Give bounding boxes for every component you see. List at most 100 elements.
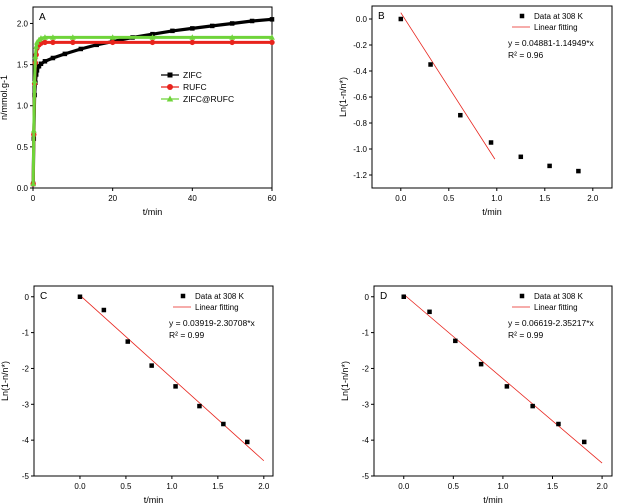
- data-point: [398, 16, 404, 22]
- panel-b: 0.0 0.5 1.0 1.5 2.0 0.0 -0.2 -0.4 -0.6 -0.8 -1.0 -1…: [338, 5, 613, 217]
- data-point: [49, 34, 56, 40]
- legend-label: Data at 308 K: [195, 292, 245, 301]
- legend-label: RUFC: [183, 82, 207, 92]
- y-tick-label: -0.8: [353, 119, 367, 128]
- panel-letter: A: [39, 12, 46, 23]
- data-point: [31, 77, 38, 84]
- data-point: [518, 154, 524, 160]
- x-tick-label: 60: [268, 194, 277, 203]
- data-point: [504, 384, 510, 389]
- y-tick-label: -2: [22, 364, 30, 373]
- r-squared: R² = 0.96: [508, 50, 543, 60]
- y-tick-label: 0: [365, 293, 370, 302]
- data-point: [401, 294, 406, 300]
- panel-letter: D: [380, 291, 387, 302]
- data-point: [229, 34, 236, 40]
- x-axis-label: t/min: [143, 207, 163, 217]
- data-point: [69, 34, 76, 40]
- y-tick-label: -1: [362, 329, 370, 338]
- y-tick-label: -3: [22, 400, 30, 409]
- fit-line: [403, 294, 603, 464]
- r-squared: R² = 0.99: [169, 330, 204, 340]
- data-point: [101, 307, 107, 313]
- y-tick-label: -1.0: [353, 145, 367, 154]
- y-tick-label: 1.0: [17, 102, 29, 111]
- data-point: [427, 309, 432, 315]
- y-tick-label: 0.5: [17, 143, 29, 152]
- data-point: [189, 39, 196, 46]
- data-point: [197, 403, 202, 409]
- x-tick-label: 0.5: [120, 482, 132, 491]
- data-point: [488, 140, 494, 145]
- data-point: [125, 339, 131, 344]
- legend-label: Data at 308 K: [534, 12, 584, 21]
- x-tick-label: 20: [108, 194, 117, 203]
- data-point: [38, 61, 44, 67]
- y-tick-label: -0.4: [353, 67, 367, 76]
- data-point: [453, 338, 458, 344]
- data-point: [34, 68, 40, 73]
- x-axis-label: t/min: [144, 495, 164, 504]
- data-point: [170, 28, 175, 34]
- x-tick-label: 0.5: [448, 482, 460, 491]
- x-tick-label: 1.0: [497, 482, 509, 491]
- plot-frame: [33, 285, 274, 477]
- data-point: [42, 39, 48, 46]
- y-tick-label: -5: [22, 472, 30, 481]
- data-point: [30, 127, 37, 133]
- data-point: [30, 180, 37, 187]
- data-point: [42, 34, 48, 40]
- panel-a: 0 20 40 60 0.0 0.5 1.0 1.5 2.0 t/min n/mmol.g-1 A ZI…: [0, 6, 277, 217]
- data-point: [36, 63, 42, 69]
- y-tick-label: 0.0: [17, 184, 29, 193]
- y-axis-label: Ln(1-n/n*): [338, 77, 348, 117]
- y-axis-label: Ln(1-n/n*): [340, 361, 350, 401]
- x-tick-label: 1.5: [212, 482, 224, 491]
- data-point: [269, 34, 275, 40]
- data-point: [149, 363, 154, 368]
- y-tick-label: -1: [22, 329, 30, 338]
- x-tick-label: 0.0: [398, 482, 410, 491]
- x-tick-label: 0.0: [74, 482, 86, 491]
- data-point: [556, 421, 561, 427]
- panel-letter: B: [378, 11, 385, 22]
- x-tick-label: 0: [31, 194, 36, 203]
- x-axis-label: t/min: [482, 207, 502, 217]
- x-tick-label: 40: [188, 194, 197, 203]
- legend-marker: [167, 72, 173, 78]
- data-point: [70, 39, 76, 46]
- panel-letter: C: [40, 291, 47, 302]
- legend-marker: [167, 84, 173, 90]
- fit-equation: y = 0.04881-1.14949*x: [508, 38, 595, 48]
- fit-equation: y = 0.06619-2.35217*x: [508, 318, 595, 328]
- x-tick-label: 2.0: [587, 194, 599, 203]
- legend-label: Data at 308 K: [534, 292, 584, 301]
- data-point: [530, 403, 535, 409]
- series-line: [31, 40, 272, 184]
- series-rufc: [30, 39, 275, 187]
- x-tick-label: 1.0: [491, 194, 503, 203]
- data-point: [94, 42, 99, 48]
- data-point: [229, 21, 235, 26]
- data-point: [428, 62, 433, 67]
- data-point: [245, 439, 250, 445]
- fit-line: [400, 12, 496, 160]
- y-tick-label: -5: [362, 472, 370, 481]
- data-point: [190, 26, 195, 31]
- data-point: [150, 31, 155, 37]
- y-tick-label: -4: [362, 436, 370, 445]
- data-point: [50, 55, 56, 61]
- y-tick-label: -1.2: [353, 171, 367, 180]
- x-tick-label: 1.0: [166, 482, 178, 491]
- panel-c: 0.0 0.5 1.0 1.5 2.0 0 -1 -2 -3 -4 -5 t/min Ln(1-n/n*…: [0, 285, 274, 504]
- data-point: [269, 17, 275, 22]
- legend-label: ZIFC: [183, 70, 202, 80]
- x-tick-label: 2.0: [597, 482, 609, 491]
- data-point: [210, 23, 215, 29]
- legend-marker: [166, 95, 174, 102]
- data-point: [173, 384, 178, 389]
- data-point: [249, 18, 255, 24]
- x-tick-label: 0.5: [443, 194, 455, 203]
- data-point: [50, 39, 56, 46]
